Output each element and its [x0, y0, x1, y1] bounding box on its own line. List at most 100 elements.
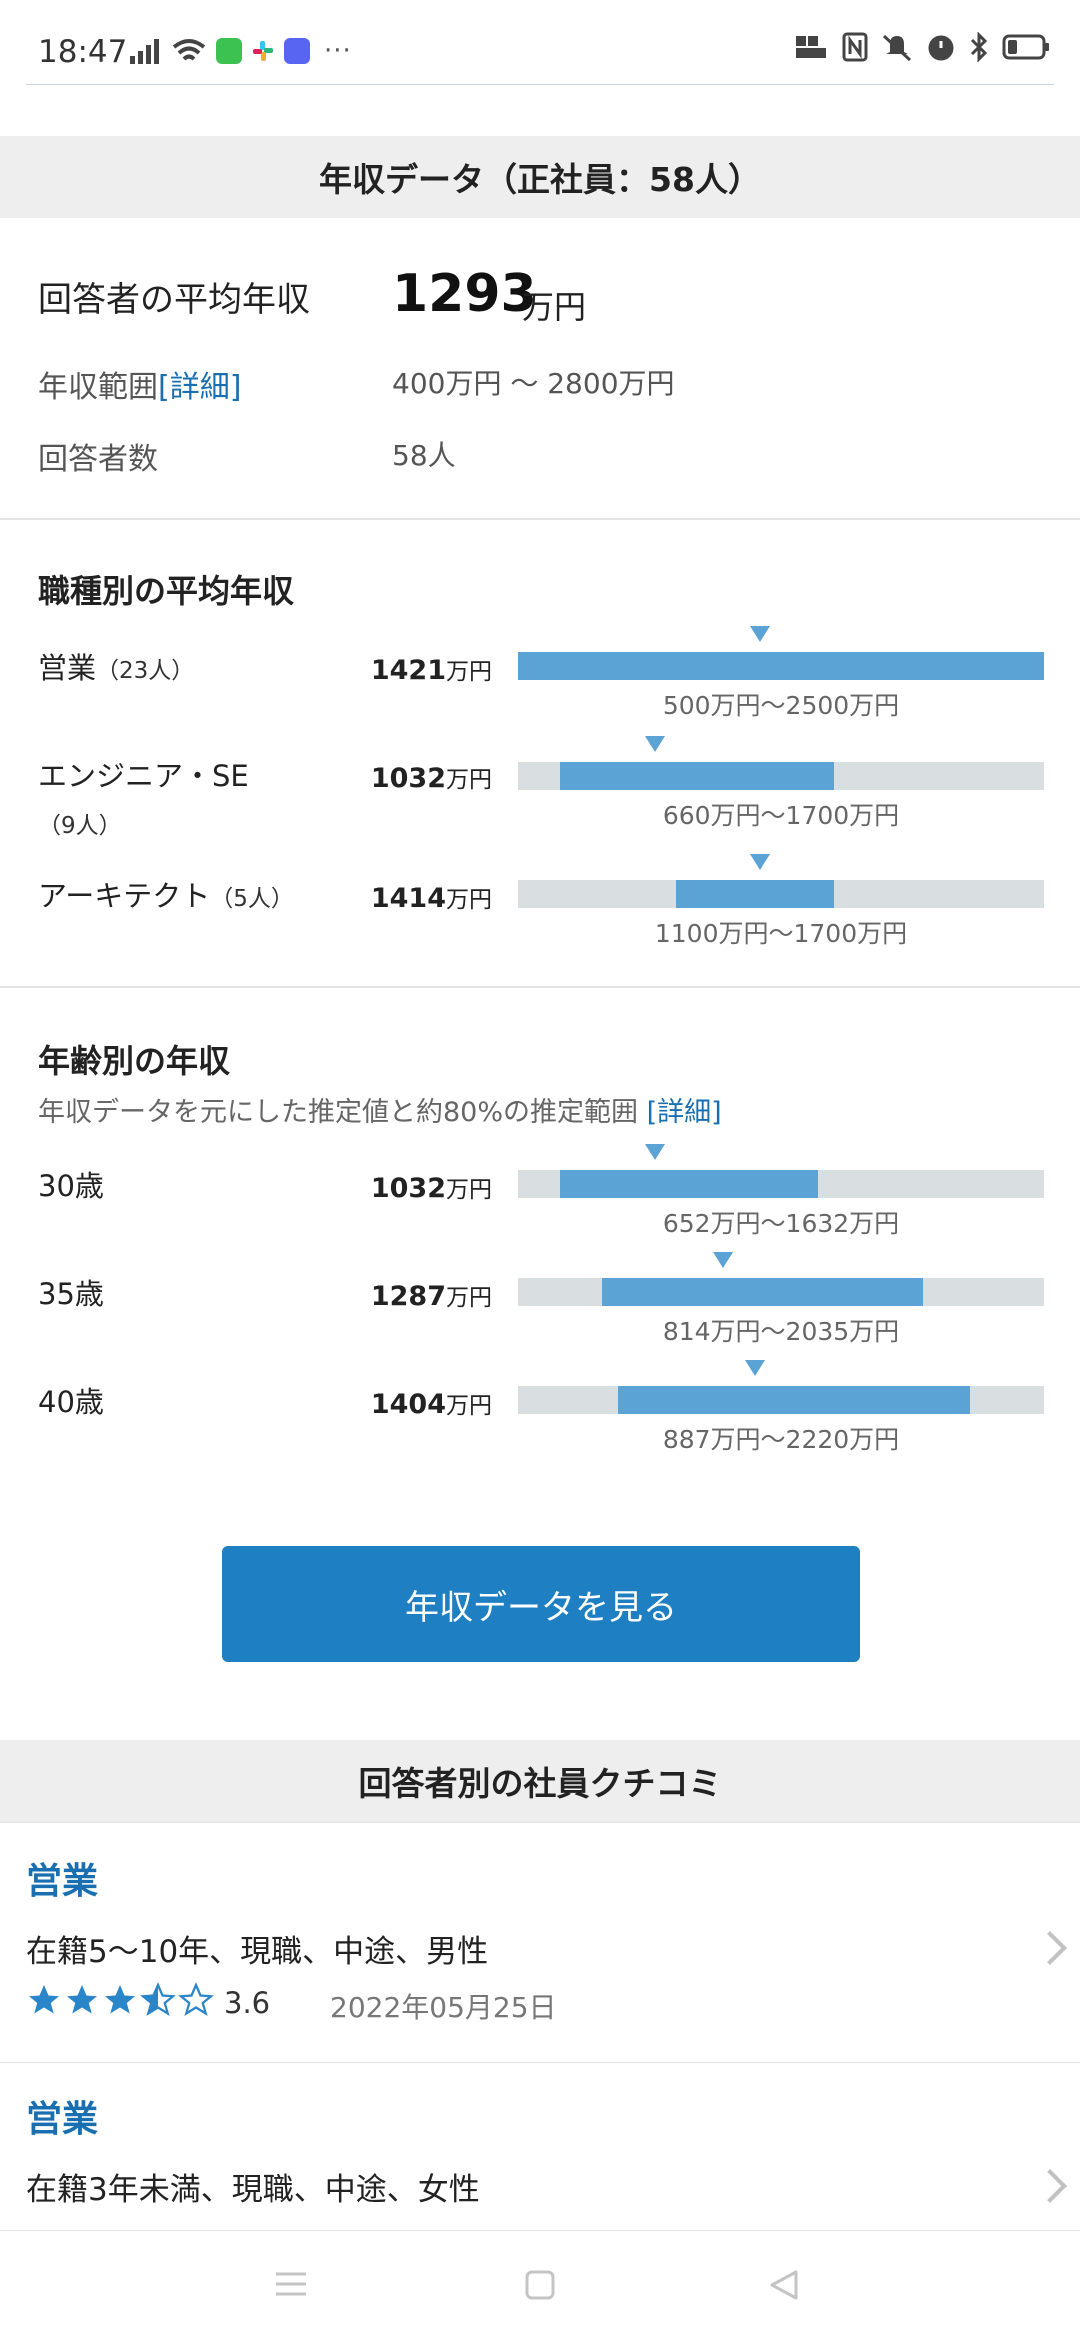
job-row-label: アーキテクト（5人） [38, 876, 294, 919]
salary-range-value: 400万円 〜 2800万円 [392, 367, 675, 400]
job-row-name: アーキテクト [38, 879, 211, 913]
average-salary-label: 回答者の平均年収 [38, 280, 310, 320]
by-age-note: 年収データを元にした推定値と約80%の推定範囲 [詳細] [38, 1090, 722, 1129]
job-row-value-num: 1421 [370, 655, 446, 686]
rating-stars [26, 1982, 214, 2018]
review-description: 在籍3年未満、現職、中途、女性 [26, 2172, 480, 2208]
age-row-value-unit: 万円 [446, 1285, 492, 1311]
age-row-label: 30歳 [38, 1169, 104, 1203]
job-row-bar-fill [560, 762, 834, 790]
status-time: 18:47 [38, 34, 128, 70]
job-row-bar-marker [749, 854, 770, 870]
job-row-value: 1032万円 [371, 760, 492, 794]
age-row-label: 40歳 [38, 1385, 104, 1419]
job-row-name: 営業 [38, 651, 97, 685]
section-divider [0, 986, 1080, 988]
reviews-section-header: 回答者別の社員クチコミ [0, 1740, 1080, 1822]
job-row-range: 500万円〜2500万円 [662, 691, 900, 720]
job-row-bar-fill [518, 652, 1044, 680]
star-full-icon [67, 1985, 97, 2014]
job-row-value-unit: 万円 [446, 887, 492, 913]
signal-icon [130, 39, 159, 64]
job-row-bar-marker [749, 626, 770, 642]
age-row-label: 35歳 [38, 1277, 104, 1311]
age-row-bar-fill [617, 1386, 971, 1414]
star-half-icon [140, 1982, 176, 2016]
job-row-bar-marker [644, 736, 665, 752]
home-icon[interactable] [524, 2269, 556, 2301]
age-row-range: 887万円〜2220万円 [662, 1425, 900, 1454]
system-navigation-bar [0, 2230, 1080, 2340]
volte-icon [796, 36, 826, 58]
job-row-bar [518, 854, 1044, 908]
battery-icon [1002, 34, 1049, 60]
line-app-icon [216, 38, 242, 64]
age-row-bar [518, 1252, 1044, 1306]
status-left-icons: ··· [128, 36, 352, 66]
job-row-range: 1100万円〜1700万円 [654, 919, 908, 948]
bluetooth-icon [970, 32, 988, 62]
job-row-count: （23人） [96, 658, 195, 684]
by-age-note-text: 年収データを元にした推定値と約80%の推定範囲 [38, 1097, 639, 1128]
review-date: 2022年05月25日 [330, 1991, 557, 2024]
age-row-range: 652万円〜1632万円 [662, 1209, 900, 1238]
review-item[interactable]: 営業 在籍3年未満、現職、中途、女性 [0, 2062, 1080, 2230]
review-job: 営業 [26, 2099, 99, 2140]
job-row-count: （5人） [210, 886, 294, 912]
age-row-bar-fill [560, 1170, 818, 1198]
job-row-value: 1414万円 [371, 880, 492, 914]
age-row-value-unit: 万円 [446, 1177, 492, 1203]
job-row-label: エンジニア・SE [38, 759, 249, 793]
age-row-bar-marker [644, 1144, 665, 1160]
job-row-count: （9人） [38, 813, 122, 839]
star-empty-icon [178, 1982, 214, 2016]
alarm-icon [928, 35, 954, 61]
review-score: 3.6 [224, 1986, 271, 2020]
chevron-right-icon [1033, 2169, 1067, 2203]
age-row-range: 814万円〜2035万円 [662, 1317, 900, 1346]
job-row-value-num: 1414 [370, 883, 446, 914]
section-divider [0, 1822, 1080, 1823]
age-row-value-num: 1032 [370, 1173, 446, 1204]
nfc-icon [842, 32, 868, 62]
age-row-value: 1287万円 [371, 1278, 492, 1312]
wifi-icon [172, 39, 206, 61]
age-row-bar-fill [602, 1278, 924, 1306]
age-row-bar [518, 1144, 1044, 1198]
review-job: 営業 [26, 1861, 99, 1902]
slack-app-icon [253, 41, 273, 61]
average-salary-value: 1293 [392, 264, 537, 324]
mute-icon [882, 34, 912, 62]
job-row-value-unit: 万円 [446, 767, 492, 793]
job-row-bar [518, 736, 1044, 790]
salary-range-detail-link[interactable]: [詳細] [158, 370, 242, 405]
job-row-value-unit: 万円 [446, 659, 492, 685]
age-row-value: 1404万円 [371, 1386, 492, 1420]
age-row-value-num: 1287 [370, 1281, 446, 1312]
salary-section-header: 年収データ（正社員：58人） [0, 136, 1080, 218]
section-divider [0, 518, 1080, 520]
average-salary-unit: 万円 [522, 288, 587, 326]
job-row-bar-fill [675, 880, 834, 908]
back-icon[interactable] [768, 2269, 800, 2301]
review-item[interactable]: 営業 在籍5〜10年、現職、中途、男性 3.6 2022年05月25日 [0, 1822, 1080, 2062]
age-row-bar-marker [744, 1360, 765, 1376]
job-row-label: 営業（23人） [38, 648, 194, 691]
by-job-title: 職種別の平均年収 [38, 572, 295, 610]
more-notifications-icon: ··· [324, 36, 352, 66]
menu-icon[interactable] [274, 2269, 308, 2299]
review-description: 在籍5〜10年、現職、中途、男性 [26, 1934, 489, 1970]
by-age-title: 年齢別の年収 [38, 1042, 231, 1080]
status-right-icons [794, 32, 1050, 62]
job-row-range: 660万円〜1700万円 [662, 801, 900, 830]
age-row-bar [518, 1360, 1044, 1414]
chevron-right-icon [1033, 1931, 1067, 1965]
job-row-value-num: 1032 [370, 763, 446, 794]
view-salary-data-button[interactable]: 年収データを見る [222, 1546, 860, 1662]
star-full-icon [29, 1985, 59, 2014]
by-age-detail-link[interactable]: [詳細] [646, 1097, 722, 1128]
job-row-value: 1421万円 [371, 652, 492, 686]
age-row-value-unit: 万円 [446, 1393, 492, 1419]
age-row-bar-marker [713, 1252, 734, 1268]
salary-range-label-text: 年収範囲 [38, 370, 158, 405]
